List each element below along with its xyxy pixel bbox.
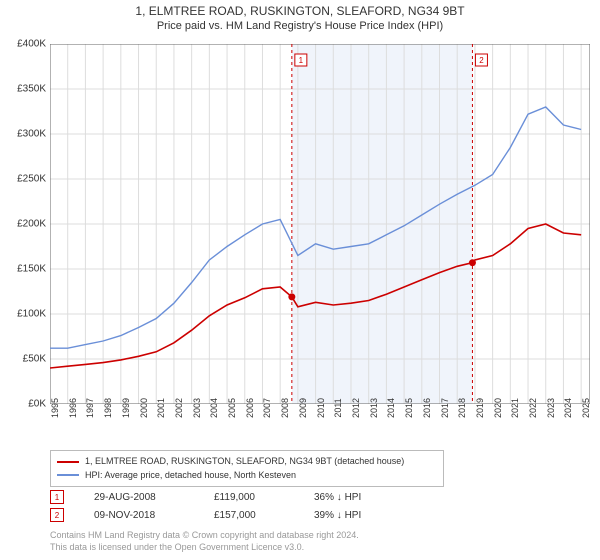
legend-row-property: 1, ELMTREE ROAD, RUSKINGTON, SLEAFORD, N…	[57, 455, 437, 469]
x-tick-label: 2012	[351, 398, 361, 418]
x-tick-label: 2004	[209, 398, 219, 418]
x-tick-label: 2018	[457, 398, 467, 418]
event-price-1: £119,000	[214, 492, 284, 503]
event-date-2: 09-NOV-2018	[94, 510, 184, 521]
x-tick-label: 2010	[316, 398, 326, 418]
chart-subtitle: Price paid vs. HM Land Registry's House …	[0, 20, 600, 32]
footer: Contains HM Land Registry data © Crown c…	[50, 530, 359, 553]
legend-swatch-property	[57, 461, 79, 463]
y-tick-label: £50K	[0, 354, 46, 365]
x-tick-label: 1995	[50, 398, 60, 418]
x-tick-label: 2002	[174, 398, 184, 418]
plot-area: 12 £0K£50K£100K£150K£200K£250K£300K£350K…	[50, 44, 590, 404]
events-table: 1 29-AUG-2008 £119,000 36% ↓ HPI 2 09-NO…	[50, 488, 361, 524]
x-tick-label: 1997	[85, 398, 95, 418]
legend: 1, ELMTREE ROAD, RUSKINGTON, SLEAFORD, N…	[50, 450, 444, 487]
x-tick-label: 2019	[475, 398, 485, 418]
x-tick-label: 2017	[440, 398, 450, 418]
event-row-2: 2 09-NOV-2018 £157,000 39% ↓ HPI	[50, 506, 361, 524]
footer-line-1: Contains HM Land Registry data © Crown c…	[50, 530, 359, 542]
x-tick-label: 2000	[139, 398, 149, 418]
y-tick-label: £150K	[0, 264, 46, 275]
svg-text:1: 1	[299, 56, 304, 65]
x-tick-label: 2011	[333, 398, 343, 417]
event-row-1: 1 29-AUG-2008 £119,000 36% ↓ HPI	[50, 488, 361, 506]
y-tick-label: £0K	[0, 399, 46, 410]
x-tick-label: 2009	[298, 398, 308, 418]
chart-svg: 12	[50, 44, 590, 404]
event-marker-2: 2	[50, 508, 64, 522]
event-date-1: 29-AUG-2008	[94, 492, 184, 503]
x-tick-label: 1999	[121, 398, 131, 418]
y-tick-label: £300K	[0, 129, 46, 140]
y-tick-label: £250K	[0, 174, 46, 185]
y-tick-label: £100K	[0, 309, 46, 320]
event-price-2: £157,000	[214, 510, 284, 521]
y-tick-label: £200K	[0, 219, 46, 230]
chart-titles: 1, ELMTREE ROAD, RUSKINGTON, SLEAFORD, N…	[0, 0, 600, 32]
footer-line-2: This data is licensed under the Open Gov…	[50, 542, 359, 554]
x-tick-label: 2013	[369, 398, 379, 418]
x-tick-label: 2020	[493, 398, 503, 418]
y-tick-label: £350K	[0, 84, 46, 95]
x-tick-label: 2024	[563, 398, 573, 418]
x-tick-label: 2008	[280, 398, 290, 418]
event-delta-2: 39% ↓ HPI	[314, 510, 361, 521]
legend-row-hpi: HPI: Average price, detached house, Nort…	[57, 469, 437, 483]
x-tick-label: 2007	[262, 398, 272, 418]
x-tick-label: 2001	[156, 398, 166, 418]
legend-label-property: 1, ELMTREE ROAD, RUSKINGTON, SLEAFORD, N…	[85, 455, 404, 469]
x-tick-label: 2006	[245, 398, 255, 418]
legend-label-hpi: HPI: Average price, detached house, Nort…	[85, 469, 296, 483]
x-tick-label: 1996	[68, 398, 78, 418]
legend-swatch-hpi	[57, 474, 79, 476]
chart-container: 1, ELMTREE ROAD, RUSKINGTON, SLEAFORD, N…	[0, 0, 600, 560]
event-marker-1: 1	[50, 490, 64, 504]
x-tick-label: 2022	[528, 398, 538, 418]
x-tick-label: 2015	[404, 398, 414, 418]
x-tick-label: 2025	[581, 398, 591, 418]
x-tick-label: 2005	[227, 398, 237, 418]
x-tick-label: 2003	[192, 398, 202, 418]
x-tick-label: 2014	[386, 398, 396, 418]
svg-text:2: 2	[479, 56, 484, 65]
x-tick-label: 2021	[510, 398, 520, 418]
x-tick-label: 2016	[422, 398, 432, 418]
y-tick-label: £400K	[0, 39, 46, 50]
x-tick-label: 1998	[103, 398, 113, 418]
event-delta-1: 36% ↓ HPI	[314, 492, 361, 503]
chart-title-address: 1, ELMTREE ROAD, RUSKINGTON, SLEAFORD, N…	[0, 4, 600, 18]
x-tick-label: 2023	[546, 398, 556, 418]
